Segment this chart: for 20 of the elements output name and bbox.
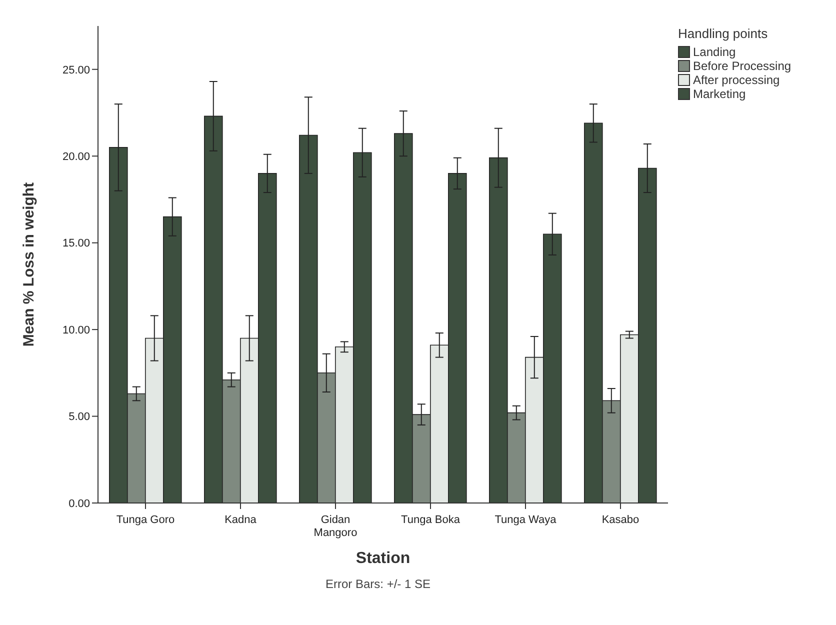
x-tick-label: Tunga Goro — [116, 514, 175, 526]
x-tick-label: Kadna — [224, 514, 258, 526]
legend-label: Before Processing — [693, 59, 792, 73]
y-axis-title: Mean % Loss in weight — [20, 182, 38, 347]
text: Error Bars: +/- 1 SE — [324, 577, 432, 591]
x-tick-label: Gidan Mangoro — [314, 514, 358, 539]
x-tick-label: Kasabo — [602, 514, 640, 526]
y-tick-label: 0.00 — [68, 498, 90, 510]
legend-title: Handling points — [678, 26, 769, 41]
legend-label: Marketing — [693, 87, 746, 101]
x-tick-label: Tunga Waya — [494, 514, 558, 526]
y-tick-label: 15.00 — [62, 238, 90, 250]
legend-label: After processing — [693, 73, 780, 87]
x-axis-title: Station — [356, 550, 410, 567]
y-tick-label: 25.00 — [62, 64, 90, 76]
legend-label: Landing — [693, 45, 736, 59]
x-tick-label: Tunga Boka — [401, 514, 461, 526]
y-tick-label: 5.00 — [68, 411, 90, 424]
y-tick-label: 20.00 — [62, 150, 90, 163]
y-tick-label: 10.00 — [62, 324, 90, 336]
